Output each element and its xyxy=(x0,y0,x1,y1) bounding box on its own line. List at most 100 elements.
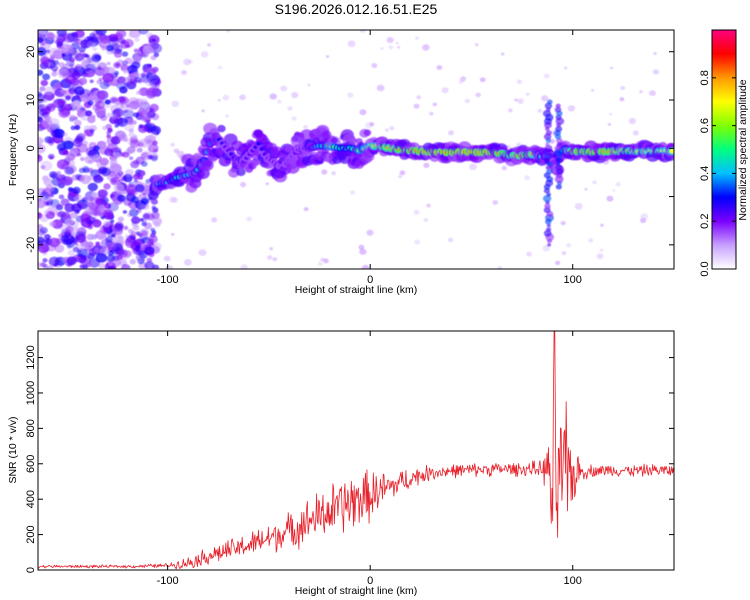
noise-blob xyxy=(42,73,51,81)
sparse-noise-blob xyxy=(432,102,438,107)
noise-blob xyxy=(64,218,74,226)
noise-blob xyxy=(123,138,129,142)
noise-blob xyxy=(73,241,79,246)
noise-blob xyxy=(112,259,121,267)
noise-blob xyxy=(73,37,80,43)
colorbar-frame xyxy=(711,29,737,270)
noise-blob xyxy=(118,178,123,183)
noise-blob xyxy=(141,221,147,227)
noise-blob xyxy=(134,37,140,42)
spectrogram-heatmap xyxy=(38,30,674,269)
noise-blob xyxy=(62,33,75,43)
sparse-noise-blob xyxy=(165,265,174,269)
noise-blob xyxy=(108,37,119,47)
heatmap-blobs xyxy=(38,30,674,269)
noise-blob xyxy=(138,112,149,121)
snr-x-tick-label: 0 xyxy=(367,575,373,587)
noise-blob xyxy=(61,51,73,61)
noise-blob xyxy=(139,138,150,148)
noise-blob xyxy=(58,62,65,68)
noise-blob xyxy=(93,219,100,224)
snr-x-tick-label: 100 xyxy=(564,575,582,587)
sparse-noise-blob xyxy=(198,249,207,256)
noise-blob xyxy=(86,67,91,72)
noise-blob xyxy=(51,126,56,131)
noise-blob xyxy=(151,205,157,210)
sparse-noise-blob xyxy=(201,51,209,58)
sparse-noise-blob xyxy=(615,182,621,187)
sparse-noise-blob xyxy=(385,128,389,132)
noise-blob xyxy=(140,246,146,251)
spike-blob xyxy=(542,110,552,117)
sparse-noise-blob xyxy=(649,90,656,96)
noise-blob xyxy=(106,112,113,118)
ridge-core-blob xyxy=(669,149,674,154)
noise-blob xyxy=(146,72,152,77)
noise-blob xyxy=(91,54,102,63)
sparse-noise-blob xyxy=(291,116,297,121)
sparse-noise-blob xyxy=(436,65,443,70)
spectrogram-y-axis-title: Frequency (Hz) xyxy=(7,114,19,186)
sparse-noise-blob xyxy=(269,247,274,251)
noise-blob xyxy=(56,178,64,186)
noise-blob xyxy=(143,64,150,70)
noise-blob xyxy=(71,71,81,80)
noise-blob xyxy=(85,146,98,157)
sparse-noise-blob xyxy=(514,98,518,102)
noise-blob xyxy=(117,194,126,202)
sparse-noise-blob xyxy=(347,40,356,47)
sparse-noise-blob xyxy=(291,92,299,99)
spike-blob xyxy=(546,161,553,167)
sparse-noise-blob xyxy=(475,92,481,98)
noise-blob xyxy=(150,227,156,232)
noise-blob xyxy=(136,147,143,153)
spectrogram-x-tick-label: -100 xyxy=(157,274,179,286)
noise-blob xyxy=(116,113,122,118)
noise-blob xyxy=(74,196,80,202)
noise-blob xyxy=(61,89,67,95)
noise-blob xyxy=(44,234,51,240)
sparse-noise-blob xyxy=(639,90,643,94)
snr-y-tick-label: 400 xyxy=(25,490,37,508)
noise-blob xyxy=(131,61,141,69)
sparse-noise-blob xyxy=(321,169,328,175)
sparse-noise-blob xyxy=(380,47,384,50)
sparse-noise-blob xyxy=(347,92,354,98)
noise-blob xyxy=(101,66,110,74)
sparse-noise-blob xyxy=(183,58,191,66)
noise-blob xyxy=(63,257,68,261)
noise-blob xyxy=(62,150,69,156)
noise-blob xyxy=(151,198,158,205)
sparse-noise-blob xyxy=(265,182,269,186)
noise-blob xyxy=(114,200,121,206)
noise-blob xyxy=(121,101,132,111)
noise-blob xyxy=(106,241,117,251)
spike-blob xyxy=(555,161,561,166)
sparse-noise-blob xyxy=(469,163,477,171)
noise-blob xyxy=(42,258,48,263)
sparse-noise-blob xyxy=(415,36,419,40)
sparse-noise-blob xyxy=(269,93,277,100)
sparse-noise-blob xyxy=(303,207,309,212)
sparse-noise-blob xyxy=(606,195,614,202)
noise-blob xyxy=(107,265,114,269)
noise-blob xyxy=(40,262,46,268)
spike-blob xyxy=(544,203,551,209)
noise-blob xyxy=(91,95,98,101)
sparse-noise-blob xyxy=(561,251,567,256)
sparse-noise-blob xyxy=(508,108,513,113)
noise-blob xyxy=(42,119,53,129)
noise-blob xyxy=(104,99,111,105)
sparse-noise-blob xyxy=(171,233,175,236)
sparse-noise-blob xyxy=(225,114,229,118)
sparse-noise-blob xyxy=(429,111,434,116)
sparse-noise-blob xyxy=(609,112,613,116)
ridge-halo-blob xyxy=(363,129,372,136)
ridge-halo-blob xyxy=(348,137,357,145)
sparse-noise-blob xyxy=(653,52,657,55)
sparse-noise-blob xyxy=(441,87,449,94)
sparse-noise-blob xyxy=(448,130,454,136)
sparse-noise-blob xyxy=(366,229,374,236)
noise-blob xyxy=(143,211,154,221)
spike-blob xyxy=(545,142,550,147)
